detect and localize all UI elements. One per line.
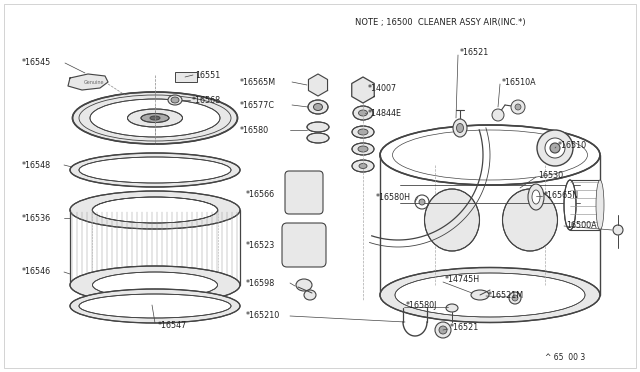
- Text: *16521: *16521: [450, 324, 479, 333]
- Text: Genuine: Genuine: [84, 80, 104, 84]
- Polygon shape: [68, 74, 108, 90]
- Text: *14745H: *14745H: [445, 276, 480, 285]
- Text: *16546: *16546: [22, 267, 51, 276]
- Bar: [175, 72, 197, 82]
- Ellipse shape: [168, 95, 182, 105]
- Ellipse shape: [296, 279, 312, 291]
- Text: 16500A: 16500A: [566, 221, 596, 230]
- Circle shape: [511, 100, 525, 114]
- Circle shape: [545, 138, 565, 158]
- Circle shape: [419, 199, 425, 205]
- Text: 16530: 16530: [538, 170, 563, 180]
- Ellipse shape: [70, 289, 240, 323]
- Text: *16566: *16566: [246, 189, 275, 199]
- Polygon shape: [308, 74, 328, 96]
- Ellipse shape: [90, 99, 220, 137]
- Text: *16510: *16510: [558, 141, 587, 150]
- Text: *16577C: *16577C: [240, 100, 275, 109]
- Ellipse shape: [456, 124, 463, 132]
- Ellipse shape: [358, 110, 367, 116]
- Ellipse shape: [532, 190, 540, 204]
- Ellipse shape: [79, 294, 231, 318]
- Ellipse shape: [150, 116, 160, 120]
- Text: *16565N: *16565N: [544, 190, 579, 199]
- Text: *16565M: *16565M: [240, 77, 276, 87]
- Ellipse shape: [359, 164, 367, 169]
- Ellipse shape: [358, 146, 368, 152]
- Ellipse shape: [380, 267, 600, 323]
- Text: *16545: *16545: [22, 58, 51, 67]
- Text: *16580: *16580: [240, 125, 269, 135]
- Text: NOTE ; 16500  CLEANER ASSY AIR(INC.*): NOTE ; 16500 CLEANER ASSY AIR(INC.*): [355, 17, 525, 26]
- Text: *16523: *16523: [246, 241, 275, 250]
- Ellipse shape: [127, 109, 182, 127]
- FancyBboxPatch shape: [282, 223, 326, 267]
- Text: *16521M: *16521M: [488, 291, 524, 299]
- Ellipse shape: [564, 180, 576, 230]
- Text: *16568: *16568: [192, 96, 221, 105]
- Ellipse shape: [313, 80, 323, 90]
- Circle shape: [509, 292, 521, 304]
- Ellipse shape: [352, 126, 374, 138]
- Circle shape: [613, 225, 623, 235]
- Ellipse shape: [93, 272, 218, 298]
- Ellipse shape: [353, 106, 373, 120]
- Ellipse shape: [424, 189, 479, 251]
- Ellipse shape: [528, 184, 544, 210]
- Ellipse shape: [446, 304, 458, 312]
- Circle shape: [550, 143, 560, 153]
- Circle shape: [435, 322, 451, 338]
- Ellipse shape: [471, 290, 489, 300]
- Ellipse shape: [304, 290, 316, 300]
- Ellipse shape: [141, 113, 169, 122]
- Text: *14007: *14007: [368, 83, 397, 93]
- Text: *165210: *165210: [246, 311, 280, 321]
- Circle shape: [439, 326, 447, 334]
- Ellipse shape: [380, 125, 600, 185]
- Ellipse shape: [297, 189, 311, 201]
- Text: *16536: *16536: [22, 214, 51, 222]
- Ellipse shape: [307, 122, 329, 132]
- Ellipse shape: [70, 153, 240, 187]
- Text: *16580J: *16580J: [406, 301, 437, 310]
- Ellipse shape: [70, 266, 240, 304]
- Text: *16548: *16548: [22, 160, 51, 170]
- Ellipse shape: [358, 84, 369, 96]
- Circle shape: [537, 130, 573, 166]
- Ellipse shape: [596, 180, 604, 230]
- Ellipse shape: [453, 119, 467, 137]
- Ellipse shape: [360, 87, 365, 93]
- Ellipse shape: [308, 100, 328, 114]
- Ellipse shape: [502, 189, 557, 251]
- Ellipse shape: [352, 143, 374, 155]
- Polygon shape: [352, 77, 374, 103]
- Ellipse shape: [395, 273, 585, 317]
- Text: *16598: *16598: [246, 279, 275, 288]
- Text: *16580H: *16580H: [376, 192, 411, 202]
- Ellipse shape: [296, 238, 312, 252]
- Text: *16547: *16547: [158, 321, 188, 330]
- Circle shape: [492, 109, 504, 121]
- Ellipse shape: [314, 103, 323, 110]
- Ellipse shape: [352, 160, 374, 172]
- Ellipse shape: [358, 129, 368, 135]
- Text: ^ 65  00 3: ^ 65 00 3: [545, 353, 585, 362]
- Ellipse shape: [307, 133, 329, 143]
- Ellipse shape: [70, 191, 240, 229]
- Circle shape: [512, 295, 518, 301]
- Text: *14844E: *14844E: [368, 109, 402, 118]
- Text: *16510A: *16510A: [502, 77, 536, 87]
- Text: 16551: 16551: [195, 71, 220, 80]
- Ellipse shape: [79, 157, 231, 183]
- Text: *16521: *16521: [460, 48, 489, 57]
- FancyBboxPatch shape: [285, 171, 323, 214]
- Ellipse shape: [171, 97, 179, 103]
- Ellipse shape: [72, 92, 237, 144]
- Circle shape: [515, 104, 521, 110]
- Ellipse shape: [93, 197, 218, 223]
